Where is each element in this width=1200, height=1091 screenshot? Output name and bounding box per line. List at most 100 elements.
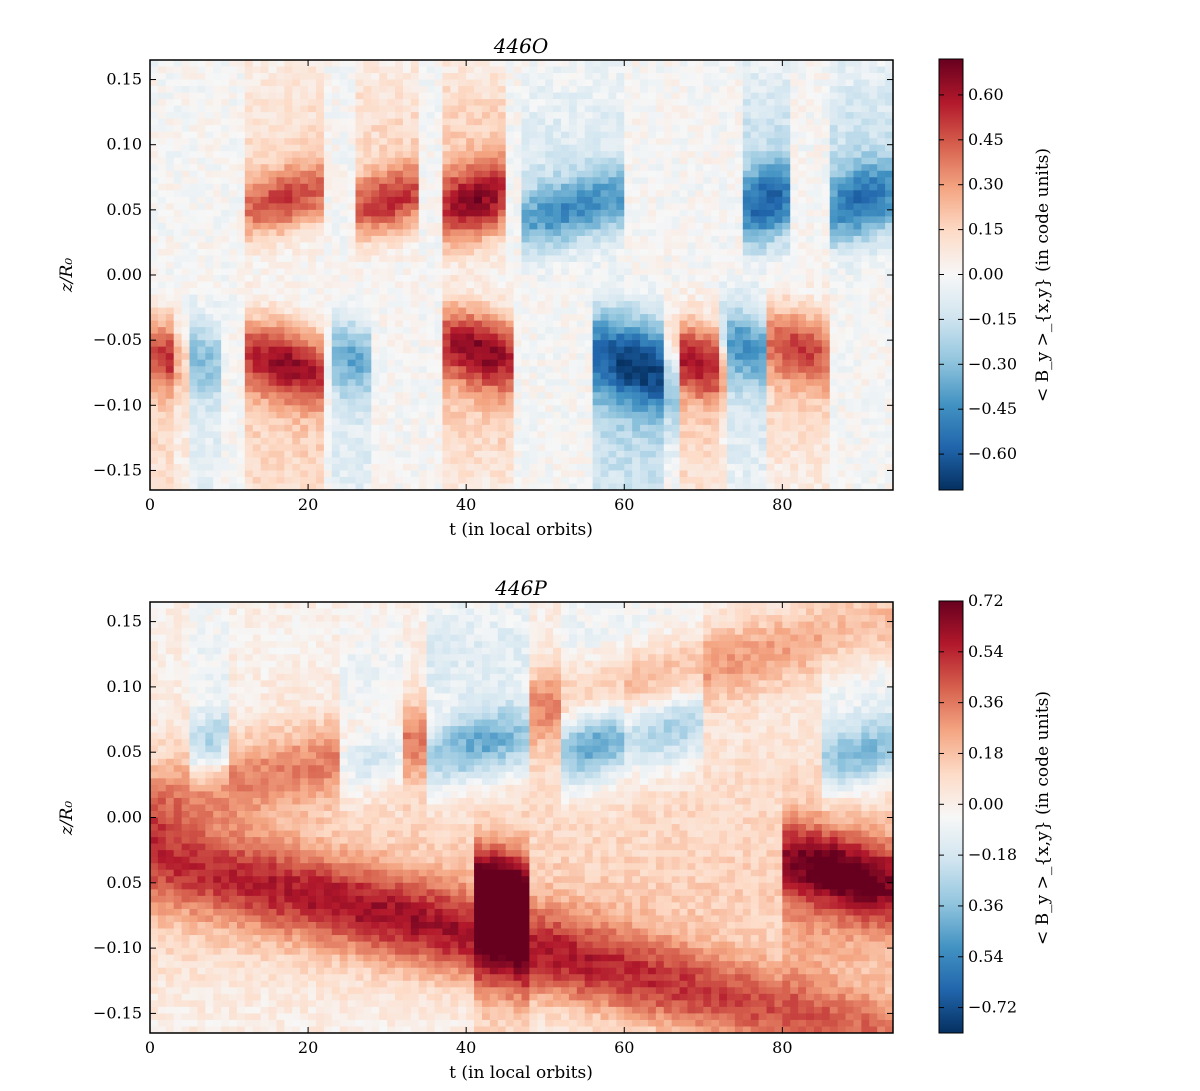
- heat-cell: [402, 203, 412, 211]
- heat-cell: [655, 79, 665, 87]
- heat-cell: [545, 235, 554, 244]
- heat-cell: [229, 366, 238, 374]
- heat-cell: [537, 431, 546, 439]
- heat-cell: [363, 372, 372, 380]
- heat-cell: [640, 196, 649, 204]
- heat-cell: [687, 157, 696, 165]
- heat-cell: [505, 314, 515, 322]
- heat-cell: [608, 118, 617, 126]
- heat-cell: [355, 418, 365, 426]
- heat-cell: [395, 320, 404, 328]
- heat-cell: [719, 73, 728, 81]
- heat-cell: [671, 457, 681, 465]
- heat-cell: [568, 327, 578, 335]
- heat-cell: [165, 405, 175, 413]
- heat-cell: [616, 99, 625, 107]
- heat-cell: [292, 125, 301, 133]
- heat-cell: [647, 288, 657, 296]
- heat-cell: [608, 203, 617, 211]
- heat-cell: [410, 405, 420, 413]
- heat-cell: [197, 86, 206, 94]
- heat-cell: [189, 112, 199, 120]
- heat-cell: [331, 177, 341, 185]
- heat-cell: [150, 222, 159, 230]
- heat-cell: [466, 476, 475, 485]
- heat-cell: [497, 164, 507, 172]
- heat-cell: [213, 301, 222, 309]
- heat-cell: [505, 157, 515, 165]
- heat-cell: [181, 392, 191, 400]
- heat-cell: [355, 86, 365, 94]
- heat-cell: [489, 105, 499, 113]
- heat-cell: [402, 418, 412, 426]
- heat-cell: [529, 235, 538, 244]
- heat-cell: [695, 248, 704, 257]
- heat-cell: [260, 450, 270, 459]
- heat-cell: [292, 203, 301, 211]
- heat-cell: [537, 483, 546, 490]
- heat-cell: [679, 73, 689, 81]
- heat-cell: [513, 112, 523, 120]
- heat-cell: [734, 424, 744, 432]
- heat-cell: [671, 125, 681, 133]
- heat-cell: [363, 183, 372, 191]
- heat-cell: [647, 66, 657, 74]
- heat-cell: [165, 203, 175, 211]
- heat-cell: [505, 268, 515, 276]
- heat-cell: [695, 261, 704, 270]
- heat-cell: [489, 157, 499, 165]
- heat-cell: [197, 457, 206, 465]
- heat-cell: [236, 92, 246, 100]
- heat-cell: [197, 450, 206, 459]
- heat-cell: [481, 327, 491, 335]
- heat-cell: [244, 320, 254, 328]
- heat-cell: [244, 333, 254, 341]
- heat-cell: [545, 209, 554, 217]
- heat-cell: [331, 450, 341, 459]
- heat-cell: [474, 92, 483, 100]
- heat-cell: [157, 177, 167, 185]
- heat-cell: [576, 281, 586, 289]
- heat-cell: [150, 112, 159, 120]
- heat-cell: [663, 112, 673, 120]
- heat-cell: [363, 275, 372, 283]
- heat-cell: [252, 112, 262, 120]
- heat-cell: [157, 301, 167, 309]
- heat-cell: [568, 346, 578, 354]
- heat-cell: [529, 242, 538, 250]
- heat-cell: [624, 209, 633, 217]
- heat-cell: [308, 196, 317, 204]
- heat-cell: [608, 144, 617, 152]
- heat-cell: [189, 151, 199, 159]
- heat-cell: [205, 190, 214, 198]
- heat-cell: [695, 60, 704, 68]
- heat-cell: [616, 248, 625, 257]
- heat-cell: [481, 222, 491, 230]
- heat-cell: [229, 79, 238, 87]
- heat-cell: [703, 463, 712, 472]
- heat-cell: [663, 222, 673, 230]
- heat-cell: [181, 177, 191, 185]
- heat-cell: [213, 209, 222, 217]
- heat-cell: [695, 79, 704, 87]
- heat-cell: [529, 79, 538, 87]
- heat-cell: [742, 268, 752, 276]
- heat-cell: [703, 196, 712, 204]
- heat-cell: [284, 151, 293, 159]
- heat-cell: [734, 372, 744, 380]
- heat-cell: [679, 281, 689, 289]
- heat-cell: [466, 307, 475, 315]
- heat-cell: [545, 261, 554, 270]
- heat-cell: [663, 73, 673, 81]
- heat-cell: [529, 307, 538, 315]
- heat-cell: [260, 470, 270, 478]
- heat-cell: [671, 261, 681, 270]
- heat-cell: [426, 183, 436, 191]
- heat-cell: [481, 209, 491, 217]
- heat-cell: [505, 288, 515, 296]
- heat-cell: [703, 222, 712, 230]
- heat-cell: [252, 79, 262, 87]
- heat-cell: [600, 144, 610, 152]
- heat-cell: [347, 444, 357, 452]
- heat-cell: [371, 392, 380, 400]
